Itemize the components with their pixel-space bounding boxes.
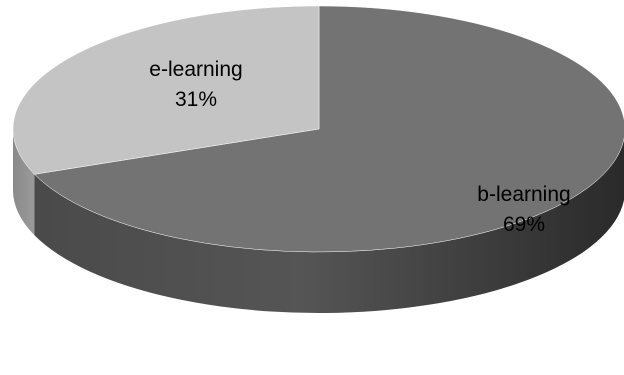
pie-sides bbox=[13, 129, 624, 313]
pie-slice-value-e-learning: 31% bbox=[175, 88, 217, 111]
pie-slice-value-b-learning: 69% bbox=[503, 213, 545, 236]
pie-labels: b-learning 69% e-learning 31% bbox=[149, 58, 570, 236]
pie-slice-label-e-learning: e-learning bbox=[149, 58, 242, 81]
pie-tops bbox=[12, 5, 624, 253]
pie-slice-side-b-learning bbox=[34, 138, 624, 313]
pie-slice-side-e-learning bbox=[13, 129, 35, 236]
pie-slice-b-learning bbox=[33, 5, 624, 253]
pie-slice-label-b-learning: b-learning bbox=[477, 183, 570, 206]
pie-slice-e-learning bbox=[12, 5, 320, 175]
